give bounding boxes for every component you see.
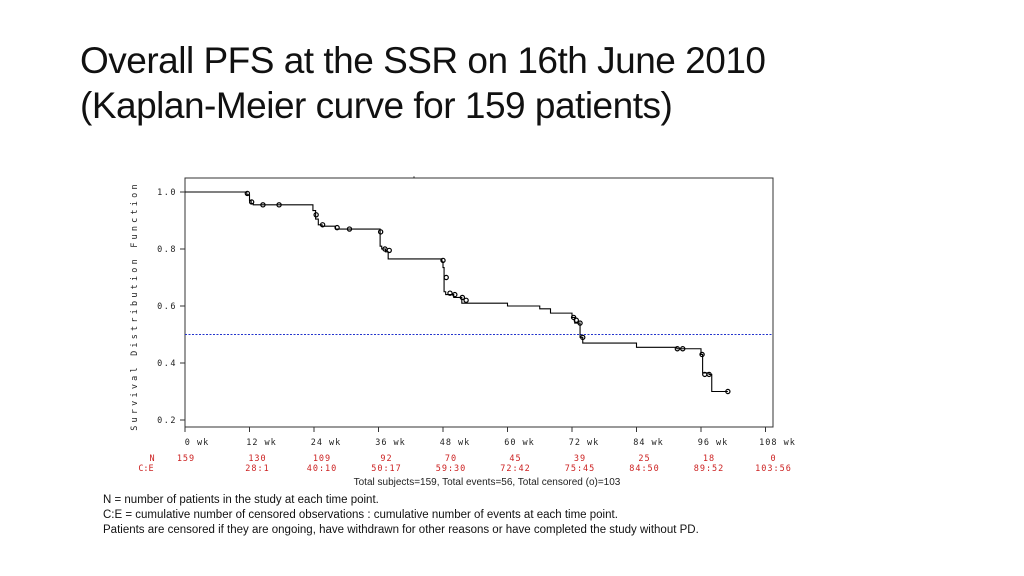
y-axis-label: Survival Distribution Function — [130, 181, 140, 431]
x-tick-label: 12 wk — [246, 438, 277, 448]
x-tick-label: 108 wk — [759, 438, 796, 448]
survival-step-line — [185, 191, 728, 393]
censored-marker — [377, 229, 384, 235]
chart-summary: Total subjects=159, Total events=56, Tot… — [354, 477, 621, 488]
censored-marker — [386, 247, 392, 254]
x-tick-label: 60 wk — [504, 438, 535, 448]
risk-n-value: 109 — [313, 454, 331, 464]
risk-n-value: 25 — [638, 454, 650, 464]
censored-marker — [570, 314, 577, 321]
risk-ce-value: 89:52 — [694, 464, 725, 474]
censored-marker — [319, 222, 326, 228]
y-tick-label: 1.0 — [157, 188, 177, 198]
x-tick-label: 48 wk — [440, 438, 471, 448]
y-tick-label: 0.8 — [157, 245, 177, 255]
risk-ce-value: 40:10 — [307, 464, 338, 474]
x-tick-label: 0 wk — [185, 438, 209, 448]
risk-ce-value: 59:30 — [436, 464, 467, 474]
censored-marker — [725, 388, 731, 395]
censored-marker — [452, 291, 458, 298]
risk-row-label-n: N — [149, 454, 154, 464]
footnote-ce: C:E = cumulative number of censored obse… — [103, 509, 618, 521]
risk-n-value: 159 — [177, 454, 195, 464]
y-tick-label: 0.4 — [157, 359, 177, 369]
risk-n-value: 130 — [248, 454, 266, 464]
censored-marker — [248, 199, 255, 205]
censored-marker — [313, 212, 319, 218]
slide-title-line-1: Overall PFS at the SSR on 16th June 2010 — [80, 40, 766, 81]
censored-marker — [447, 290, 453, 296]
censored-marker — [577, 320, 583, 326]
risk-n-value: 39 — [574, 454, 586, 464]
risk-n-value: 92 — [380, 454, 392, 464]
risk-ce-value: 72:42 — [500, 464, 531, 474]
censored-marker — [580, 334, 586, 341]
censored-marker — [459, 294, 466, 301]
footnotes: N = number of patients in the study at e… — [103, 493, 699, 538]
plot-frame — [184, 177, 774, 428]
x-tick-label: 96 wk — [698, 438, 729, 448]
risk-ce-value: 28:1 — [245, 464, 269, 474]
risk-n-value: 18 — [703, 454, 715, 464]
censored-marker — [440, 257, 446, 264]
risk-n-value: 45 — [509, 454, 521, 464]
censored-marker — [260, 202, 266, 208]
censored-marker — [334, 224, 340, 231]
footnote-censored: Patients are censored if they are ongoin… — [103, 524, 699, 536]
risk-n-value: 0 — [770, 454, 776, 464]
risk-ce-value: 75:45 — [565, 464, 596, 474]
slide-title: Overall PFS at the SSR on 16th June 2010… — [80, 38, 766, 128]
x-tick-label: 36 wk — [375, 438, 406, 448]
risk-ce-value: 84:50 — [629, 464, 660, 474]
risk-row-label-ce: C:E — [138, 464, 153, 474]
censored-marker — [573, 317, 580, 323]
risk-n-value: 70 — [445, 454, 457, 464]
censored-marker — [463, 297, 469, 303]
y-tick-label: 0.2 — [157, 416, 177, 426]
censored-marker — [699, 351, 705, 358]
censored-marker — [346, 226, 353, 232]
censored-marker — [244, 190, 251, 197]
censored-marker — [443, 274, 449, 281]
stray-dot — [413, 176, 415, 178]
y-tick-label: 0.6 — [157, 302, 177, 312]
censored-marker — [276, 202, 282, 208]
slide-title-line-2: (Kaplan-Meier curve for 159 patients) — [80, 85, 673, 126]
censored-marker — [706, 371, 712, 378]
risk-ce-value: 50:17 — [371, 464, 402, 474]
x-tick-label: 24 wk — [311, 438, 342, 448]
risk-ce-value: 103:56 — [755, 464, 792, 474]
censored-marker — [680, 346, 686, 352]
censored-marker — [674, 346, 681, 352]
footnote-n: N = number of patients in the study at e… — [103, 494, 379, 506]
x-tick-label: 84 wk — [633, 438, 664, 448]
x-tick-label: 72 wk — [569, 438, 600, 448]
